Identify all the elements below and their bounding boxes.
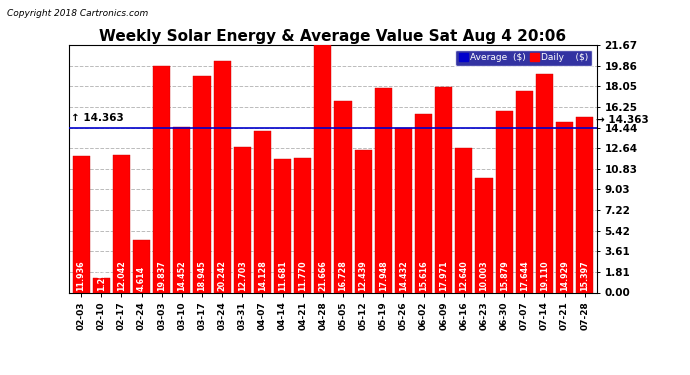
Text: Copyright 2018 Cartronics.com: Copyright 2018 Cartronics.com	[7, 9, 148, 18]
Bar	[274, 159, 291, 292]
Text: 4.614: 4.614	[137, 266, 146, 291]
Text: 14.929: 14.929	[560, 261, 569, 291]
Bar	[335, 102, 352, 292]
Text: → 14.363: → 14.363	[596, 115, 649, 125]
Legend: Average  ($), Daily    ($): Average ($), Daily ($)	[455, 50, 592, 66]
Bar	[415, 114, 432, 292]
Text: 20.242: 20.242	[217, 260, 226, 291]
Text: 16.728: 16.728	[339, 261, 348, 291]
Bar	[193, 76, 210, 292]
Text: 15.879: 15.879	[500, 261, 509, 291]
Text: 11.681: 11.681	[278, 261, 287, 291]
Text: 15.397: 15.397	[580, 261, 589, 291]
Bar	[294, 158, 311, 292]
Bar	[536, 74, 553, 292]
Text: 1.293: 1.293	[97, 266, 106, 291]
Bar	[395, 128, 412, 292]
Bar	[556, 122, 573, 292]
Text: 14.128: 14.128	[258, 261, 267, 291]
Text: 12.703: 12.703	[238, 261, 247, 291]
Text: 19.110: 19.110	[540, 261, 549, 291]
Bar	[153, 66, 170, 292]
Text: 12.042: 12.042	[117, 261, 126, 291]
Bar	[475, 178, 493, 292]
Bar	[72, 156, 90, 292]
Bar	[133, 240, 150, 292]
Text: 17.644: 17.644	[520, 261, 529, 291]
Bar	[213, 61, 230, 292]
Bar	[455, 148, 473, 292]
Bar	[495, 111, 513, 292]
Bar	[113, 155, 130, 292]
Bar	[314, 45, 331, 292]
Text: 18.945: 18.945	[197, 261, 206, 291]
Bar	[515, 91, 533, 292]
Text: 11.936: 11.936	[77, 261, 86, 291]
Text: 10.003: 10.003	[480, 261, 489, 291]
Text: 21.666: 21.666	[318, 261, 327, 291]
Bar	[173, 128, 190, 292]
Text: 14.432: 14.432	[399, 261, 408, 291]
Text: 11.770: 11.770	[298, 261, 307, 291]
Text: 15.616: 15.616	[419, 261, 428, 291]
Bar	[355, 150, 372, 292]
Bar	[576, 117, 593, 292]
Text: 12.640: 12.640	[460, 261, 469, 291]
Bar	[435, 87, 453, 292]
Text: 14.452: 14.452	[177, 261, 186, 291]
Title: Weekly Solar Energy & Average Value Sat Aug 4 20:06: Weekly Solar Energy & Average Value Sat …	[99, 29, 566, 44]
Bar	[254, 131, 271, 292]
Text: 17.971: 17.971	[440, 261, 449, 291]
Bar	[92, 278, 110, 292]
Bar	[375, 87, 392, 292]
Text: 19.837: 19.837	[157, 261, 166, 291]
Text: 12.439: 12.439	[359, 261, 368, 291]
Bar	[234, 147, 251, 292]
Text: 17.948: 17.948	[379, 261, 388, 291]
Text: ↑ 14.363: ↑ 14.363	[71, 113, 124, 123]
